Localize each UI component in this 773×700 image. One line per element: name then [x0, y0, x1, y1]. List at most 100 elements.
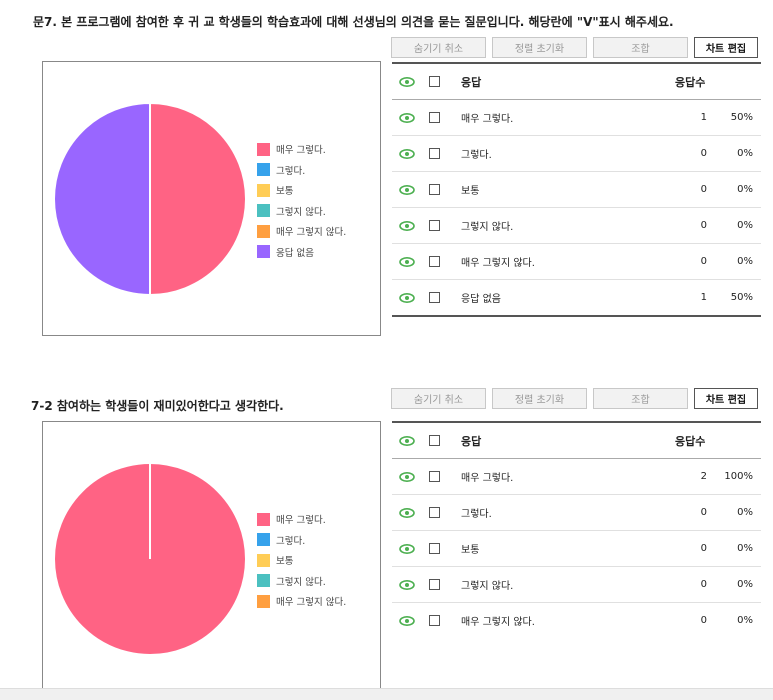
eye-icon[interactable] [399, 615, 415, 626]
legend-item[interactable]: 매우 그렇지 않다. [257, 221, 346, 242]
legend-swatch [257, 183, 270, 197]
legend-label: 응답 없음 [276, 247, 314, 259]
row-checkbox[interactable] [429, 543, 440, 554]
row-checkbox[interactable] [429, 292, 440, 303]
pie-slice[interactable] [149, 101, 247, 297]
response-count: 0 [700, 615, 707, 626]
col-response: 응답 [461, 75, 482, 89]
chart-toolbar: 숨기기 취소 정렬 초기화 조합 차트 편집 [391, 388, 758, 409]
pie-slice[interactable] [53, 101, 151, 297]
row-checkbox[interactable] [429, 220, 440, 231]
eye-icon[interactable] [399, 256, 415, 267]
response-label: 그렇지 않다. [461, 581, 514, 592]
response-count: 0 [700, 579, 707, 590]
eye-icon[interactable] [399, 579, 415, 590]
response-percent: 50% [730, 292, 753, 303]
row-checkbox[interactable] [429, 148, 440, 159]
response-label: 그렇지 않다. [461, 222, 514, 233]
response-percent: 0% [737, 256, 753, 267]
table-row: 그렇지 않다. 0 0% [392, 567, 761, 603]
legend-label: 그렇지 않다. [276, 576, 326, 588]
legend-label: 그렇다. [276, 165, 306, 177]
response-label: 응답 없음 [461, 294, 501, 305]
select-all-checkbox[interactable] [429, 435, 440, 446]
table-row: 그렇다. 0 0% [392, 136, 761, 172]
response-count: 2 [700, 471, 707, 482]
response-percent: 100% [724, 471, 753, 482]
row-checkbox[interactable] [429, 184, 440, 195]
eye-icon[interactable] [399, 76, 415, 87]
eye-icon[interactable] [399, 507, 415, 518]
response-percent: 50% [730, 112, 753, 123]
legend-swatch [257, 245, 270, 259]
response-count: 0 [700, 256, 707, 267]
response-table: 응답 응답수 매우 그렇다. 2 100% 그렇다. 0 0% 보통 0 0% 그렇지 않다. 0 0… [392, 421, 761, 638]
legend-item[interactable]: 그렇다. [257, 530, 346, 551]
legend-item[interactable]: 매우 그렇다. [257, 509, 346, 530]
response-count: 0 [700, 184, 707, 195]
table-row: 매우 그렇다. 1 50% [392, 100, 761, 136]
eye-icon[interactable] [399, 435, 415, 446]
chart-toolbar: 숨기기 취소 정렬 초기화 조합 차트 편집 [391, 37, 758, 58]
response-percent: 0% [737, 220, 753, 231]
legend-label: 매우 그렇지 않다. [276, 227, 347, 239]
question-title: 문7. 본 프로그램에 참여한 후 귀 교 학생들의 학습효과에 대해 선생님의… [33, 15, 674, 29]
legend-item[interactable]: 그렇다. [257, 160, 346, 181]
eye-icon[interactable] [399, 292, 415, 303]
edit-chart-button[interactable]: 차트 편집 [694, 388, 758, 409]
chart-legend: 매우 그렇다. 그렇다. 보통 그렇지 않다. 매우 그렇지 않다. 응답 없음 [257, 139, 346, 262]
eye-icon[interactable] [399, 471, 415, 482]
eye-icon[interactable] [399, 543, 415, 554]
table-row: 매우 그렇다. 2 100% [392, 459, 761, 495]
response-label: 그렇다. [461, 150, 492, 161]
reset-sort-button[interactable]: 정렬 초기화 [492, 388, 587, 409]
response-percent: 0% [737, 579, 753, 590]
legend-label: 매우 그렇다. [276, 515, 326, 527]
eye-icon[interactable] [399, 220, 415, 231]
legend-item[interactable]: 응답 없음 [257, 242, 346, 263]
response-label: 매우 그렇다. [461, 473, 514, 484]
row-checkbox[interactable] [429, 579, 440, 590]
legend-item[interactable]: 매우 그렇지 않다. [257, 591, 346, 612]
row-checkbox[interactable] [429, 471, 440, 482]
table-header: 응답 응답수 [392, 64, 761, 100]
edit-chart-button[interactable]: 차트 편집 [694, 37, 758, 58]
legend-label: 매우 그렇다. [276, 145, 326, 157]
response-count: 1 [700, 112, 707, 123]
eye-icon[interactable] [399, 148, 415, 159]
select-all-checkbox[interactable] [429, 76, 440, 87]
response-count: 1 [700, 292, 707, 303]
response-count: 0 [700, 148, 707, 159]
table-row: 보통 0 0% [392, 172, 761, 208]
table-row: 매우 그렇지 않다. 0 0% [392, 244, 761, 280]
combine-button[interactable]: 조합 [593, 388, 688, 409]
unhide-button[interactable]: 숨기기 취소 [391, 37, 486, 58]
row-checkbox[interactable] [429, 507, 440, 518]
legend-swatch [257, 553, 270, 567]
reset-sort-button[interactable]: 정렬 초기화 [492, 37, 587, 58]
table-row: 보통 0 0% [392, 531, 761, 567]
unhide-button[interactable]: 숨기기 취소 [391, 388, 486, 409]
row-checkbox[interactable] [429, 615, 440, 626]
table-row: 매우 그렇지 않다. 0 0% [392, 603, 761, 638]
legend-item[interactable]: 보통 [257, 550, 346, 571]
row-checkbox[interactable] [429, 112, 440, 123]
legend-item[interactable]: 보통 [257, 180, 346, 201]
legend-item[interactable]: 그렇지 않다. [257, 571, 346, 592]
row-checkbox[interactable] [429, 256, 440, 267]
pie-chart: 매우 그렇다. 그렇다. 보통 그렇지 않다. 매우 그렇지 않다. 응답 없음 [42, 61, 381, 336]
pie-chart-svg [53, 101, 247, 297]
legend-item[interactable]: 매우 그렇다. [257, 139, 346, 160]
legend-swatch [257, 224, 270, 238]
response-label: 그렇다. [461, 509, 492, 520]
eye-icon[interactable] [399, 112, 415, 123]
legend-label: 보통 [276, 556, 294, 568]
col-response: 응답 [461, 434, 482, 448]
legend-item[interactable]: 그렇지 않다. [257, 201, 346, 222]
response-percent: 0% [737, 507, 753, 518]
combine-button[interactable]: 조합 [593, 37, 688, 58]
eye-icon[interactable] [399, 184, 415, 195]
bottom-bar [0, 688, 773, 700]
legend-swatch [257, 512, 270, 526]
legend-swatch [257, 533, 270, 547]
